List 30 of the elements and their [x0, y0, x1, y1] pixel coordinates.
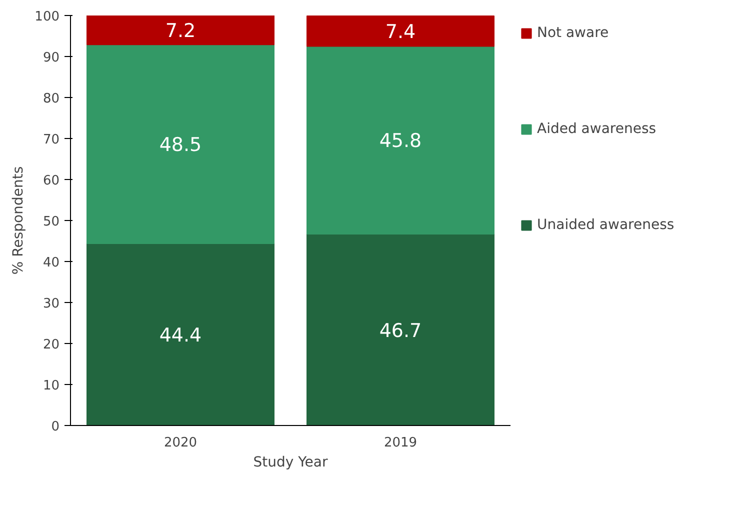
y-tick-label: 100	[34, 10, 60, 24]
x-tick-label: 2019	[384, 436, 418, 450]
y-tick-label: 50	[42, 214, 60, 230]
bar	[306, 46, 494, 235]
data-label: 7.2	[165, 20, 196, 42]
data-label: 44.4	[159, 324, 202, 346]
y-tick-label: 0	[51, 420, 60, 434]
x-axis-title: Study Year	[253, 454, 328, 470]
y-tick-label: 80	[42, 92, 60, 106]
data-label: 7.4	[385, 21, 416, 44]
y-tick-label: 30	[42, 296, 60, 312]
bar	[306, 234, 494, 426]
data-label: 46.7	[379, 320, 422, 342]
legend-label: Aided awareness	[537, 121, 658, 137]
bar	[306, 16, 494, 47]
y-tick-label: 60	[42, 174, 60, 188]
legend-label: Not aware	[537, 25, 610, 41]
bar	[86, 16, 274, 46]
y-tick-label: 20	[42, 338, 60, 352]
bar	[86, 44, 274, 244]
x-tick-label: 2020	[164, 436, 198, 450]
y-tick-label: 90	[42, 50, 60, 66]
legend-label: Unaided awareness	[537, 217, 676, 233]
y-tick-label: 10	[42, 378, 60, 394]
bar	[86, 242, 274, 426]
data-label: 45.8	[379, 130, 422, 152]
y-axis-title: % Respondents	[10, 166, 27, 275]
y-tick-label: 40	[42, 256, 60, 270]
y-tick-label: 70	[42, 132, 60, 148]
data-label: 48.5	[159, 134, 202, 156]
